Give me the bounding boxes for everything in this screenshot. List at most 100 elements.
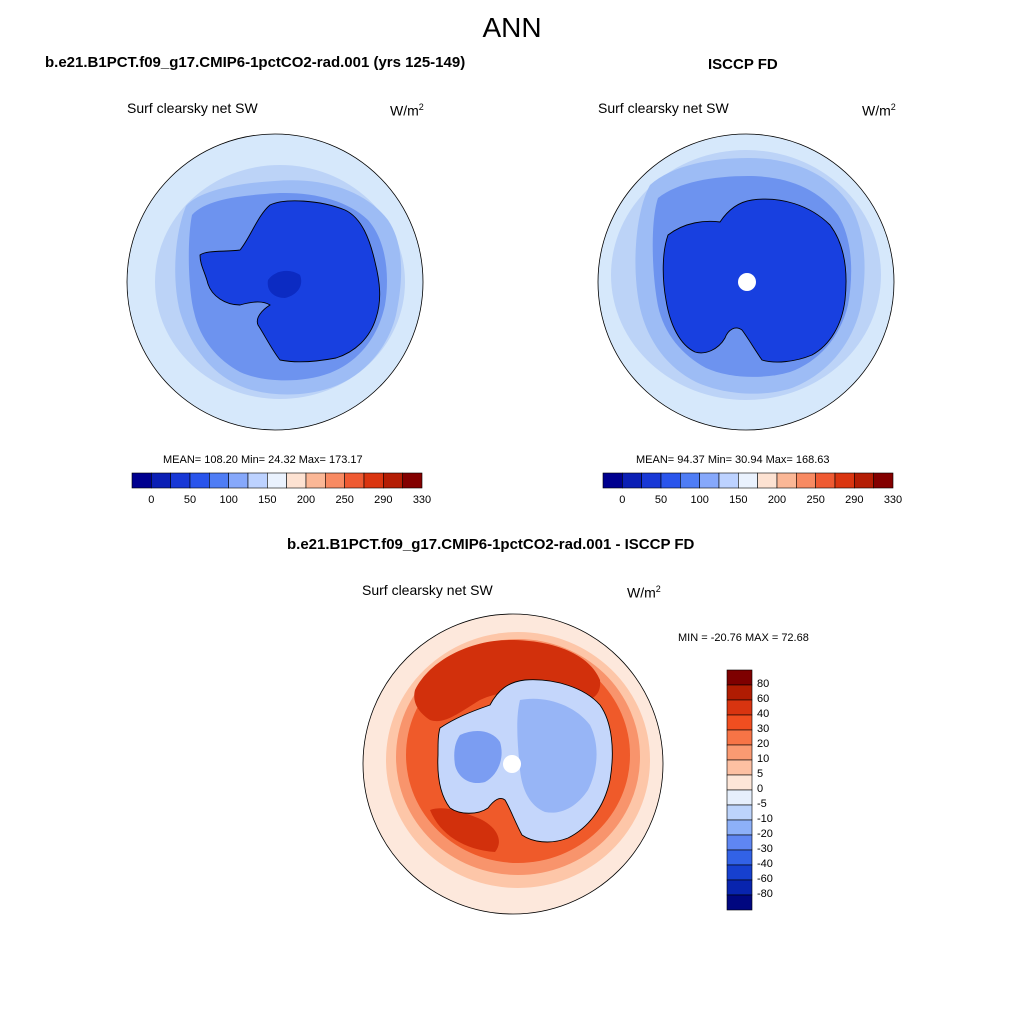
colorbar-diff-swatch bbox=[726, 744, 753, 761]
colorbar-model-tick-label: 200 bbox=[296, 494, 316, 506]
colorbar-obs-swatch bbox=[602, 472, 623, 489]
colorbar-model-swatch bbox=[344, 472, 365, 489]
colorbar-model-swatch bbox=[286, 472, 307, 489]
map-diff-pole-missing-data bbox=[503, 755, 521, 773]
colorbar-obs-swatch bbox=[873, 472, 894, 489]
map-model bbox=[126, 133, 424, 431]
colorbar-diff-swatch bbox=[726, 834, 753, 851]
colorbar-model-swatch bbox=[151, 472, 171, 489]
colorbar-obs-swatch bbox=[680, 472, 700, 489]
colorbar-model-tick-label: 0 bbox=[148, 494, 155, 506]
colorbar-diff-swatch bbox=[726, 804, 753, 821]
map-diff-dark-red-lower bbox=[430, 808, 499, 852]
map-obs-pole-missing-data bbox=[738, 273, 756, 291]
figure-title: ANN bbox=[482, 12, 542, 43]
colorbar-diff-tick-label: 0 bbox=[757, 783, 764, 795]
map-diff-border bbox=[362, 613, 664, 915]
colorbar-obs-tick-label: 0 bbox=[619, 494, 626, 506]
panel-obs-variable-label: Surf clearsky net SW bbox=[598, 100, 729, 116]
colorbar-diff-swatch bbox=[726, 879, 753, 896]
colorbar-diff-swatch bbox=[726, 774, 753, 791]
colorbar-diff-tick-label: -5 bbox=[757, 798, 767, 810]
colorbar-obs-tick-label: 100 bbox=[690, 494, 709, 506]
panel-obs-case-title: ISCCP FD bbox=[708, 56, 778, 73]
map-obs-border bbox=[597, 133, 895, 431]
panel-model-case-title: b.e21.B1PCT.f09_g17.CMIP6-1pctCO2-rad.00… bbox=[45, 54, 466, 71]
colorbar-model-swatch bbox=[228, 472, 249, 489]
colorbar-diff-tick-label: -30 bbox=[757, 843, 773, 855]
colorbar-model-tick-label: 290 bbox=[374, 494, 393, 506]
colorbar-diff-swatch bbox=[726, 819, 753, 836]
colorbar-diff-swatch bbox=[726, 729, 753, 746]
colorbar-model bbox=[131, 472, 423, 489]
colorbar-obs-swatch bbox=[641, 472, 662, 489]
colorbar-diff-swatch bbox=[726, 789, 753, 806]
colorbar-diff-tick-label: 5 bbox=[757, 768, 764, 780]
colorbar-diff-swatch bbox=[726, 699, 753, 716]
colorbar-obs-swatch bbox=[699, 472, 720, 489]
colorbar-obs-swatch bbox=[757, 472, 778, 489]
colorbar-obs-tick-label: 150 bbox=[729, 494, 748, 506]
colorbar-model-swatch bbox=[209, 472, 229, 489]
map-model-border bbox=[126, 133, 424, 431]
panel-model-variable-label: Surf clearsky net SW bbox=[127, 100, 258, 116]
colorbar-model-swatch bbox=[131, 472, 152, 489]
colorbar-model-swatch bbox=[305, 472, 326, 489]
colorbar-diff-swatch bbox=[726, 714, 753, 731]
colorbar-diff-swatch bbox=[726, 759, 753, 776]
colorbar-model-tick-label: 150 bbox=[258, 494, 277, 506]
map-diff-dark-red-band bbox=[414, 640, 601, 722]
diff-title: b.e21.B1PCT.f09_g17.CMIP6-1pctCO2-rad.00… bbox=[287, 536, 695, 553]
colorbar-diff-tick-label: 80 bbox=[757, 678, 770, 690]
colorbar-diff-tick-label: -40 bbox=[757, 858, 773, 870]
colorbar-obs-swatch bbox=[622, 472, 642, 489]
colorbar-diff-swatch bbox=[726, 864, 753, 881]
colorbar-diff-tick-label: 30 bbox=[757, 723, 770, 735]
colorbar-diff-tick-label: -20 bbox=[757, 828, 773, 840]
map-diff bbox=[362, 613, 664, 915]
colorbar-diff-tick-label: -80 bbox=[757, 888, 773, 900]
colorbar-model-swatch bbox=[325, 472, 345, 489]
panel-obs-stats: MEAN= 94.37 Min= 30.94 Max= 168.63 bbox=[636, 454, 830, 466]
colorbar-model-swatch bbox=[189, 472, 210, 489]
colorbar-model-swatch bbox=[383, 472, 403, 489]
colorbar-obs-swatch bbox=[834, 472, 855, 489]
map-obs bbox=[597, 133, 895, 431]
colorbar-diff bbox=[726, 669, 753, 911]
panel-model-units: W/m2 bbox=[390, 102, 424, 119]
colorbar-obs-swatch bbox=[854, 472, 874, 489]
colorbar-model-swatch bbox=[402, 472, 423, 489]
diff-variable-label: Surf clearsky net SW bbox=[362, 582, 493, 598]
colorbar-obs-tick-label: 250 bbox=[806, 494, 825, 506]
colorbar-model-tick-label: 330 bbox=[412, 494, 432, 506]
colorbar-model-tick-label: 250 bbox=[335, 494, 354, 506]
colorbar-diff-tick-label: 10 bbox=[757, 753, 770, 765]
colorbar-model-swatch bbox=[267, 472, 287, 489]
colorbar-obs-swatch bbox=[796, 472, 816, 489]
colorbar-model-swatch bbox=[170, 472, 191, 489]
colorbar-obs-tick-label: 200 bbox=[767, 494, 787, 506]
colorbar-diff-tick-label: -60 bbox=[757, 873, 773, 885]
colorbar-model-tick-label: 50 bbox=[183, 494, 197, 506]
colorbar-obs-tick-label: 330 bbox=[883, 494, 903, 506]
colorbar-model-swatch bbox=[247, 472, 268, 489]
panel-obs-units: W/m2 bbox=[862, 102, 896, 119]
colorbar-diff-tick-label: 20 bbox=[757, 738, 770, 750]
colorbar-diff-swatch bbox=[726, 669, 753, 686]
panel-model-stats: MEAN= 108.20 Min= 24.32 Max= 173.17 bbox=[163, 454, 363, 466]
map-model-dark-interior bbox=[267, 270, 302, 298]
diff-units: W/m2 bbox=[627, 584, 661, 601]
colorbar-obs-swatch bbox=[738, 472, 758, 489]
colorbar-diff-swatch bbox=[726, 894, 753, 911]
colorbar-obs-tick-label: 50 bbox=[654, 494, 668, 506]
map-diff-blue-light-interior bbox=[454, 730, 502, 784]
colorbar-model-swatch bbox=[363, 472, 384, 489]
colorbar-obs-swatch bbox=[776, 472, 797, 489]
map-diff-blue-interior bbox=[517, 698, 597, 813]
colorbar-diff-tick-label: 40 bbox=[757, 708, 770, 720]
colorbar-obs-swatch bbox=[815, 472, 836, 489]
colorbar-diff-tick-label: 60 bbox=[757, 693, 770, 705]
colorbar-diff-swatch bbox=[726, 849, 753, 866]
colorbar-obs-swatch bbox=[660, 472, 681, 489]
